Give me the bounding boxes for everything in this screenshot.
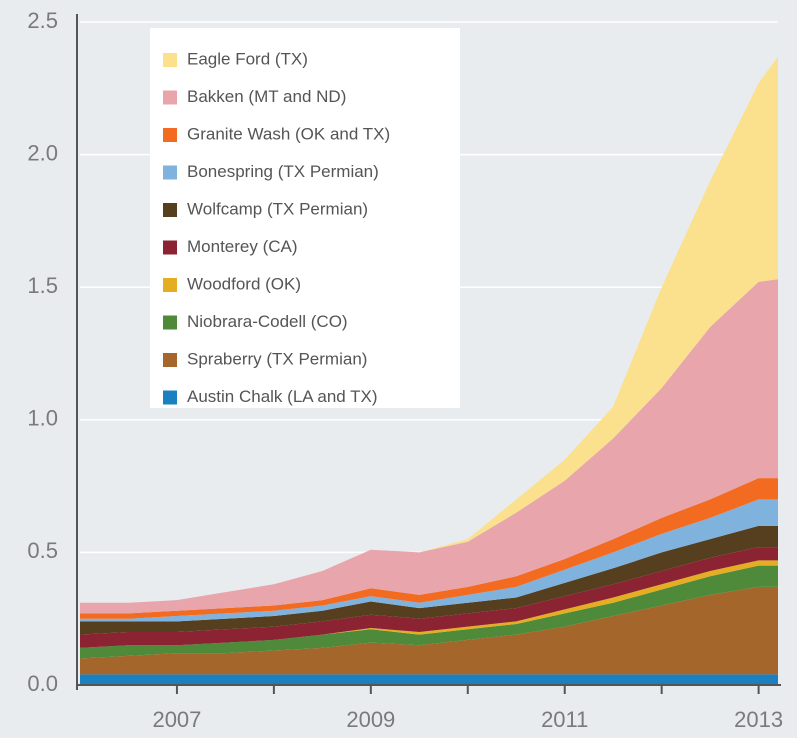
legend-swatch (163, 353, 177, 367)
legend-swatch (163, 240, 177, 255)
y-tick-label: 2.0 (27, 140, 58, 165)
legend-label: Granite Wash (OK and TX) (187, 124, 390, 143)
legend-swatch (163, 128, 177, 142)
legend-swatch (163, 165, 177, 180)
y-tick-label: 1.0 (27, 406, 58, 431)
y-tick-label: 0.5 (27, 538, 58, 563)
area (80, 525, 778, 635)
legend (150, 28, 460, 408)
legend-swatch (163, 53, 177, 67)
legend-swatch (163, 278, 177, 292)
area (80, 279, 778, 614)
legend-swatch (163, 90, 177, 105)
area (80, 586, 778, 675)
y-tick-label: 0.0 (27, 671, 58, 696)
legend-label: Wolfcamp (TX Permian) (187, 199, 368, 218)
legend-label: Bakken (MT and ND) (187, 87, 346, 106)
legend-label: Bonespring (TX Permian) (187, 162, 379, 181)
area (80, 547, 778, 648)
x-tick-label: 2011 (541, 707, 588, 732)
legend-swatch (163, 203, 177, 217)
legend-label: Woodford (OK) (187, 274, 301, 293)
legend-label: Monterey (CA) (187, 237, 298, 256)
legend-label: Eagle Ford (TX) (187, 49, 308, 68)
x-tick-label: 2013 (734, 707, 783, 732)
legend-swatch (163, 315, 177, 330)
legend-swatch (163, 390, 177, 405)
y-tick-label: 2.5 (27, 8, 58, 33)
area (80, 565, 778, 659)
y-tick-label: 1.5 (27, 273, 58, 298)
x-tick-label: 2009 (346, 707, 395, 732)
area (80, 674, 778, 685)
legend-label: Austin Chalk (LA and TX) (187, 387, 378, 406)
legend-label: Spraberry (TX Permian) (187, 349, 367, 368)
x-tick-label: 2007 (152, 707, 201, 732)
legend-label: Niobrara-Codell (CO) (187, 312, 348, 331)
